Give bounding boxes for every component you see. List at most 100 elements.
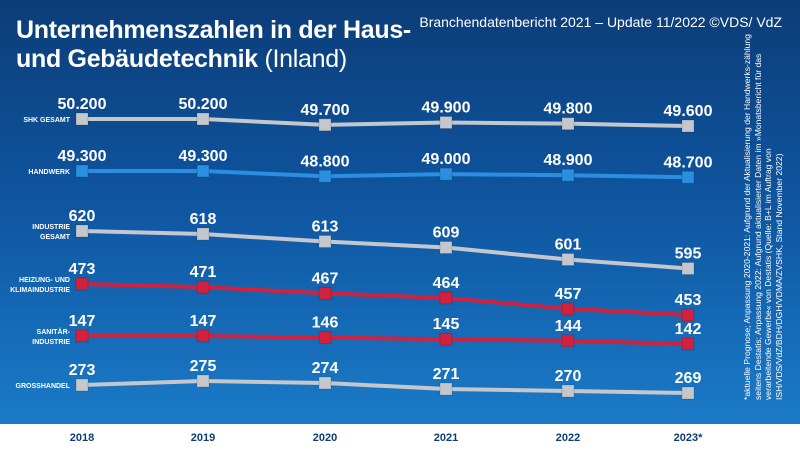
data-label: 453 <box>675 292 702 309</box>
data-label: 145 <box>433 316 460 333</box>
data-label: 471 <box>190 264 217 281</box>
data-label: 49.900 <box>422 100 471 117</box>
data-point <box>196 112 210 126</box>
title-line-1: Unternehmenszahlen in der Haus- <box>16 16 411 44</box>
title-qualifier: (Inland) <box>264 45 348 73</box>
data-point <box>439 382 453 396</box>
data-label: 273 <box>69 362 96 379</box>
data-label: 49.000 <box>422 151 471 168</box>
data-label: 601 <box>555 237 582 254</box>
data-label: 473 <box>69 261 96 278</box>
data-point <box>439 291 453 305</box>
series-line <box>82 169 689 180</box>
chart-title: Unternehmenszahlen in der Haus- und Gebä… <box>16 16 411 74</box>
x-tick-label: 2019 <box>191 432 215 444</box>
data-label: 49.800 <box>544 101 593 118</box>
series-label: HEIZUNG- UND <box>19 277 70 284</box>
data-point <box>318 331 332 345</box>
data-label: 147 <box>69 313 96 330</box>
data-point <box>75 224 89 238</box>
data-point <box>681 308 695 322</box>
data-point <box>75 378 89 392</box>
data-label: 269 <box>675 370 702 387</box>
title-line-2: und Gebäudetechnik <box>16 45 258 73</box>
data-point <box>75 277 89 291</box>
series-label: SANITÄR- <box>37 328 71 336</box>
data-label: 613 <box>312 219 339 236</box>
series-label: SHK GESAMT <box>23 117 70 124</box>
data-point <box>75 329 89 343</box>
data-label: 275 <box>190 358 217 375</box>
series-line <box>81 229 689 271</box>
data-point <box>439 241 453 254</box>
data-point <box>439 167 453 181</box>
data-point <box>196 227 210 241</box>
data-label: 467 <box>312 270 339 287</box>
data-label: 620 <box>69 208 96 225</box>
series-line <box>82 117 689 129</box>
data-label: 48.800 <box>301 153 350 170</box>
data-point <box>561 384 575 398</box>
data-label: 146 <box>312 315 339 332</box>
data-point <box>561 334 575 348</box>
data-label: 50.200 <box>179 96 228 113</box>
data-point <box>681 262 695 275</box>
data-label: 618 <box>190 211 217 228</box>
source-subtitle: Branchendatenbericht 2021 – Update 11/20… <box>419 14 782 30</box>
data-point <box>75 112 89 126</box>
series-line <box>82 334 689 346</box>
series-line <box>81 282 689 317</box>
data-label: 50.200 <box>58 96 107 113</box>
data-label: 147 <box>190 313 217 330</box>
data-label: 49.300 <box>58 148 107 165</box>
data-point <box>196 280 210 294</box>
data-label: 457 <box>555 286 582 303</box>
data-point <box>75 164 89 178</box>
data-point <box>318 118 332 132</box>
data-label: 144 <box>555 318 582 335</box>
x-tick-label: 2022 <box>556 432 580 444</box>
data-label: 49.300 <box>179 148 228 165</box>
data-point <box>561 302 575 316</box>
series-label: KLIMAINDUSTRIE <box>10 287 70 294</box>
year-axis-band <box>0 424 800 450</box>
data-label: 270 <box>555 368 582 385</box>
data-point <box>196 164 210 178</box>
x-tick-label: 2021 <box>434 432 458 444</box>
data-point <box>681 386 695 400</box>
data-point <box>196 374 210 388</box>
series-label: GESAMT <box>40 234 71 241</box>
data-point <box>561 168 575 182</box>
series-label: INDUSTRIE <box>32 224 70 231</box>
data-label: 49.700 <box>301 102 350 119</box>
data-point <box>318 235 332 248</box>
x-tick-label: 2018 <box>70 432 94 444</box>
data-point <box>681 337 695 351</box>
data-point <box>681 119 695 133</box>
data-label: 595 <box>675 246 702 263</box>
data-point <box>318 169 332 183</box>
data-point <box>318 286 332 300</box>
series-label: HANDWERK <box>28 169 70 176</box>
data-label: 142 <box>675 321 702 338</box>
data-label: 49.600 <box>664 103 713 120</box>
data-point <box>439 332 453 346</box>
data-point <box>196 329 210 343</box>
data-point <box>561 117 575 131</box>
data-point <box>318 376 332 390</box>
data-point <box>439 116 453 130</box>
data-label: 609 <box>433 225 460 242</box>
data-point <box>681 170 695 184</box>
x-tick-label: 2020 <box>313 432 337 444</box>
data-label: 271 <box>433 366 460 383</box>
series-line <box>81 378 689 395</box>
data-label: 274 <box>312 360 339 377</box>
series-label: INDUSTRIE <box>32 339 70 346</box>
data-label: 48.700 <box>664 154 713 171</box>
series-label: GROSSHANDEL <box>16 383 71 390</box>
data-point <box>561 253 575 266</box>
x-tick-label: 2023* <box>674 432 703 444</box>
data-label: 48.900 <box>544 152 593 169</box>
data-label: 464 <box>433 275 460 292</box>
